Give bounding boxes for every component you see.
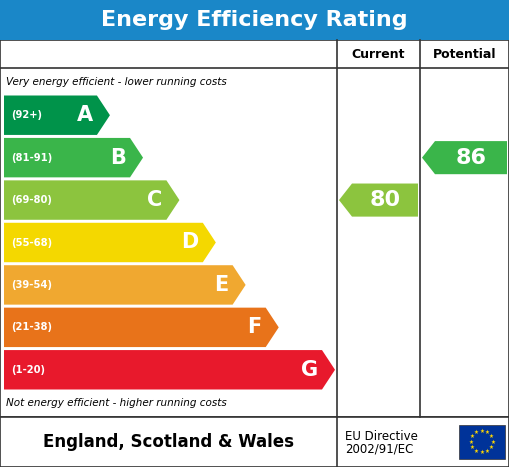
Text: ★: ★ [485,449,490,454]
Text: (39-54): (39-54) [11,280,52,290]
Text: (55-68): (55-68) [11,238,52,248]
Text: 80: 80 [370,190,401,210]
Text: ★: ★ [479,429,485,434]
Text: ★: ★ [485,430,490,435]
Polygon shape [4,308,279,347]
Text: ★: ★ [474,430,479,435]
Polygon shape [4,223,216,262]
Text: Very energy efficient - lower running costs: Very energy efficient - lower running co… [6,77,227,87]
Text: England, Scotland & Wales: England, Scotland & Wales [43,433,294,451]
Polygon shape [422,141,507,174]
Text: E: E [214,275,229,295]
Text: Potential: Potential [433,48,496,61]
Text: ★: ★ [474,449,479,454]
Polygon shape [4,95,110,135]
Polygon shape [4,350,335,389]
Text: F: F [247,318,262,337]
Text: ★: ★ [489,434,494,439]
Text: (1-20): (1-20) [11,365,45,375]
Text: (69-80): (69-80) [11,195,52,205]
Text: D: D [182,233,199,253]
Polygon shape [4,180,180,220]
Polygon shape [4,138,143,177]
Text: (21-38): (21-38) [11,322,52,333]
Text: (81-91): (81-91) [11,153,52,163]
Text: ★: ★ [491,439,495,445]
Text: 86: 86 [456,148,487,168]
Text: G: G [301,360,318,380]
Text: ★: ★ [479,450,485,455]
Text: 2002/91/EC: 2002/91/EC [345,443,413,456]
Bar [459,425,505,459]
Bar [0,417,509,467]
Polygon shape [339,184,418,217]
Text: ★: ★ [469,439,473,445]
Text: ★: ★ [470,445,475,450]
Text: EU Directive: EU Directive [345,430,418,443]
Bar [0,40,509,417]
Text: Energy Efficiency Rating: Energy Efficiency Rating [101,10,408,30]
Bar [0,0,509,40]
Text: B: B [110,148,126,168]
Text: Current: Current [352,48,405,61]
Text: C: C [147,190,162,210]
Text: A: A [77,105,93,125]
Polygon shape [4,265,246,304]
Text: Not energy efficient - higher running costs: Not energy efficient - higher running co… [6,398,227,408]
Text: ★: ★ [489,445,494,450]
Text: (92+): (92+) [11,110,42,120]
Text: ★: ★ [470,434,475,439]
